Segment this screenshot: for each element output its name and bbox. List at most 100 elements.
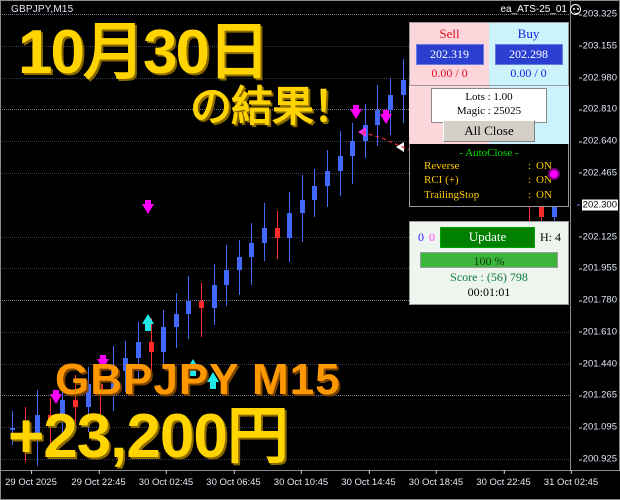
candle-body xyxy=(73,399,78,408)
candle-body xyxy=(161,327,167,352)
candle-body xyxy=(10,428,15,431)
lots-magic-box: Lots : 1.00 Magic : 25025 xyxy=(431,88,547,123)
autoclose-row-value: ON xyxy=(536,188,552,201)
candle-body xyxy=(337,155,343,172)
sell-price-button[interactable]: 202.319 xyxy=(415,44,484,65)
buy-title: Buy xyxy=(517,26,540,41)
status-dot-icon[interactable] xyxy=(548,168,560,180)
price-tick-current: 202.300 xyxy=(576,199,618,211)
buy-signal-arrow-icon xyxy=(187,359,199,376)
grid-line xyxy=(2,172,571,174)
candle-body xyxy=(551,207,557,217)
time-tick: 29 Oct 2025 xyxy=(5,470,57,488)
candle-body xyxy=(199,300,204,309)
grid-line xyxy=(2,45,571,47)
time-tick: 30 Oct 02:45 xyxy=(138,470,194,488)
progress-bar-fill xyxy=(421,252,557,267)
autoclose-row[interactable]: TrailingStop: ON xyxy=(410,188,568,202)
grid-line xyxy=(2,236,571,238)
buy-price-button[interactable]: 202.298 xyxy=(494,44,563,65)
price-axis[interactable]: 203.325 203.155 202.980 202.810 202.640 202.4… xyxy=(570,1,619,472)
autoclose-row[interactable]: Reverse: ON xyxy=(410,159,568,173)
candle-body xyxy=(35,414,41,442)
score-label: Score : (56) 798 xyxy=(450,269,528,284)
time-tick: 30 Oct 10:45 xyxy=(273,470,329,488)
grid-line xyxy=(2,141,571,143)
grid-line xyxy=(2,300,571,302)
candle-body xyxy=(287,212,293,238)
time-tick: 30 Oct 14:45 xyxy=(341,470,396,488)
sell-signal-arrow-icon xyxy=(380,110,392,124)
autoclose-row-value: ON xyxy=(536,174,552,187)
candle-body xyxy=(98,384,104,394)
price-tick: 201.955 xyxy=(578,262,617,274)
grid-line xyxy=(2,77,571,79)
sell-signal-arrow-icon xyxy=(350,105,362,119)
time-tick: 31 Oct 02:45 xyxy=(543,470,599,488)
candle-body xyxy=(236,256,242,271)
candle-body xyxy=(85,384,91,408)
count-blue-value: 0 xyxy=(418,229,424,244)
candle-body xyxy=(262,228,267,244)
price-tick: 201.265 xyxy=(578,389,617,401)
grid-line xyxy=(2,14,571,15)
grid-line xyxy=(2,459,571,460)
overlay-profit-text: +23,200円 xyxy=(8,402,289,471)
overlay-pair-text: GBPJPY M15 xyxy=(55,355,341,404)
autoclose-row-separator: : xyxy=(528,174,532,187)
sell-section: Sell 202.319 0.00 / 0 xyxy=(410,23,489,85)
trade-box: Sell 202.319 0.00 / 0 Buy 202.298 0.00 /… xyxy=(409,22,569,86)
price-tick: 202.465 xyxy=(578,167,617,179)
ea-name-text: ea_ATS-25_01 xyxy=(500,4,567,15)
candle-body xyxy=(136,342,141,358)
update-panel: 0 0 Update H: 4 100 % Score : (56) 798 0… xyxy=(409,220,569,305)
price-tick: 203.155 xyxy=(578,40,617,52)
count-magenta-value: 0 xyxy=(429,229,435,244)
time-tick: 30 Oct 22:45 xyxy=(476,470,531,488)
candle-body xyxy=(325,171,330,187)
grid-line xyxy=(2,395,571,397)
autoclose-panel: - AutoClose - Reverse: ON RCI (+): ON Traili… xyxy=(409,144,569,207)
overlay-result-text: の結果！ xyxy=(190,83,355,130)
autoclose-row-label: RCI (+) xyxy=(424,174,459,187)
trade-entry-marker-icon xyxy=(396,142,404,152)
trade-entry-marker-icon xyxy=(358,127,366,137)
time-axis[interactable]: 29 Oct 2025 29 Oct 22:45 30 Oct 02:45 30 Oc… xyxy=(1,470,620,499)
candle-body xyxy=(388,94,393,111)
price-tick: 202.125 xyxy=(578,231,617,242)
candle-body xyxy=(249,243,255,257)
magic-value: Magic : 25025 xyxy=(456,104,522,117)
price-tick: 202.810 xyxy=(578,103,617,115)
price-tick: 201.440 xyxy=(578,358,617,370)
ea-name-label: ea_ATS-25_01 xyxy=(500,4,581,15)
sell-signal-arrow-icon xyxy=(50,390,62,404)
time-tick: 29 Oct 22:45 xyxy=(71,470,126,488)
chart-symbol-label: GBPJPY,M15 xyxy=(11,4,74,15)
candle-body xyxy=(60,399,66,423)
ea-control-panel: Sell 202.319 0.00 / 0 Buy 202.298 0.00 /… xyxy=(409,22,569,305)
candle-body xyxy=(110,371,116,394)
sell-signal-arrow-icon xyxy=(97,355,109,369)
progress-bar: 100 % xyxy=(420,251,558,268)
all-close-button[interactable]: All Close xyxy=(443,120,535,142)
grid-line xyxy=(2,268,571,270)
candle-body xyxy=(539,203,545,217)
candle-body xyxy=(375,110,381,126)
grid-line xyxy=(2,331,571,333)
autoclose-row-label: TrailingStop xyxy=(424,188,480,201)
autoclose-row[interactable]: RCI (+): ON xyxy=(410,173,568,187)
buy-pl-value: 0.00 / 0 xyxy=(510,66,547,80)
candle-wick xyxy=(12,411,13,446)
sell-pl-value: 0.00 / 0 xyxy=(431,66,468,80)
candle-body xyxy=(22,428,28,442)
grid-line xyxy=(2,427,571,429)
grid-line xyxy=(2,363,571,365)
lots-value: Lots : 1.00 xyxy=(465,91,513,103)
candle-body xyxy=(312,186,318,200)
update-row: 0 0 Update H: 4 xyxy=(414,226,564,248)
candle-body xyxy=(211,285,217,309)
update-button[interactable]: Update xyxy=(440,226,535,248)
overlay-date-text: 10月30日 xyxy=(18,18,270,87)
price-tick: 202.980 xyxy=(578,72,617,84)
